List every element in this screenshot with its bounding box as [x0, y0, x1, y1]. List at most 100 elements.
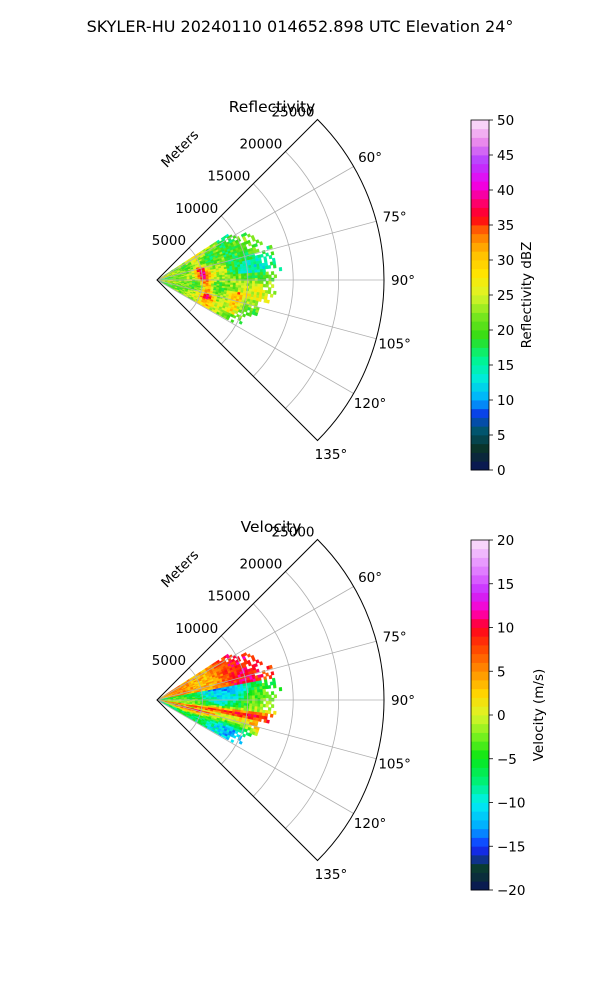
data-cell: [267, 707, 272, 712]
data-cell: [258, 298, 262, 302]
data-cell: [270, 704, 275, 709]
colorbar-step: [471, 671, 489, 681]
data-cell: [257, 692, 261, 696]
colorbar-step: [471, 583, 489, 593]
data-cell: [262, 283, 267, 288]
data-cell: [260, 274, 264, 279]
data-cell: [270, 251, 275, 256]
data-cell: [251, 692, 256, 696]
colorbar-step: [471, 645, 489, 655]
data-cell: [241, 275, 245, 279]
data-cell: [259, 691, 264, 696]
data-cell: [262, 688, 266, 693]
colorbar-step: [471, 286, 489, 296]
reflectivity-range-labels: 5000 10000 15000 20000 25000: [152, 104, 315, 248]
data-cell: [222, 696, 226, 700]
colorbar-step: [471, 347, 489, 357]
colorbar-step: [471, 881, 489, 891]
data-cell: [238, 282, 242, 286]
data-cell: [267, 265, 272, 269]
data-cell: [259, 266, 263, 270]
colorbar-step: [471, 802, 489, 812]
reflectivity-azimuth-labels: 60° 75° 90° 105° 120° 135°: [315, 150, 415, 463]
data-cell: [238, 695, 242, 699]
azimuth-tick-label: 75°: [383, 629, 407, 645]
data-cell: [254, 695, 259, 699]
data-cell: [265, 694, 269, 699]
data-cell: [257, 706, 261, 710]
data-cell: [254, 280, 259, 285]
data-cell: [241, 282, 245, 287]
data-cell: [268, 244, 273, 250]
data-cell: [273, 290, 277, 295]
data-cell: [246, 233, 252, 238]
data-cell: [262, 271, 267, 276]
data-cell: [254, 689, 258, 694]
data-cell: [232, 314, 237, 319]
azimuth-gridline: [156, 699, 377, 760]
colorbar-step: [471, 680, 489, 690]
data-cell: [238, 271, 242, 275]
colorbar-step: [471, 216, 489, 226]
data-cell: [238, 320, 243, 325]
data-cell: [240, 693, 245, 697]
sector-outline: [156, 538, 385, 862]
colorbar-tick-label: −20: [497, 883, 526, 899]
data-cell: [268, 694, 272, 699]
data-cell: [251, 275, 256, 279]
data-cell: [243, 700, 248, 704]
data-cell: [270, 284, 275, 289]
data-cell: [251, 286, 256, 290]
data-cell: [235, 276, 239, 279]
colorbar-step: [471, 758, 489, 768]
data-cell: [238, 285, 242, 289]
data-cell: [249, 692, 253, 697]
data-cell: [243, 273, 248, 277]
data-cell: [232, 702, 237, 706]
data-cell: [224, 696, 229, 699]
azimuth-tick-label: 105°: [378, 757, 411, 773]
data-cell: [278, 267, 283, 272]
data-cell: [235, 693, 239, 697]
colorbar-step: [471, 776, 489, 786]
data-cell: [246, 275, 250, 279]
data-cell: [252, 280, 256, 285]
colorbar-step: [471, 548, 489, 558]
data-cell: [251, 269, 256, 274]
data-cell: [246, 653, 252, 658]
data-cell: [249, 283, 253, 287]
colorbar-step: [471, 750, 489, 760]
colorbar-step: [471, 557, 489, 567]
data-cell: [260, 694, 264, 699]
data-cell: [230, 700, 234, 704]
data-cell: [235, 271, 239, 275]
data-cell: [272, 684, 277, 689]
data-cell: [262, 703, 267, 708]
colorbar-tick-label: 5: [497, 428, 506, 444]
data-cell: [238, 700, 242, 704]
data-cell: [219, 282, 223, 285]
data-cell: [269, 293, 274, 298]
data-cell: [268, 664, 273, 670]
range-tick-label: 15000: [207, 589, 250, 605]
azimuth-gridline: [156, 166, 354, 281]
data-cell: [241, 702, 245, 707]
data-cell: [266, 719, 270, 724]
data-cell: [273, 710, 277, 715]
colorbar-step: [471, 837, 489, 847]
reflectivity-title: Reflectivity: [229, 98, 316, 116]
colorbar-step: [471, 697, 489, 707]
colorbar-step: [471, 592, 489, 602]
colorbar-step: [471, 618, 489, 628]
colorbar-step: [471, 233, 489, 243]
data-cell: [241, 280, 245, 284]
data-cell: [249, 272, 253, 277]
data-cell: [265, 280, 269, 285]
colorbar-step: [471, 242, 489, 252]
data-cell: [268, 701, 272, 705]
colorbar-step: [471, 811, 489, 821]
data-cell: [243, 280, 248, 284]
colorbar-step: [471, 540, 489, 550]
data-cell: [259, 271, 264, 276]
